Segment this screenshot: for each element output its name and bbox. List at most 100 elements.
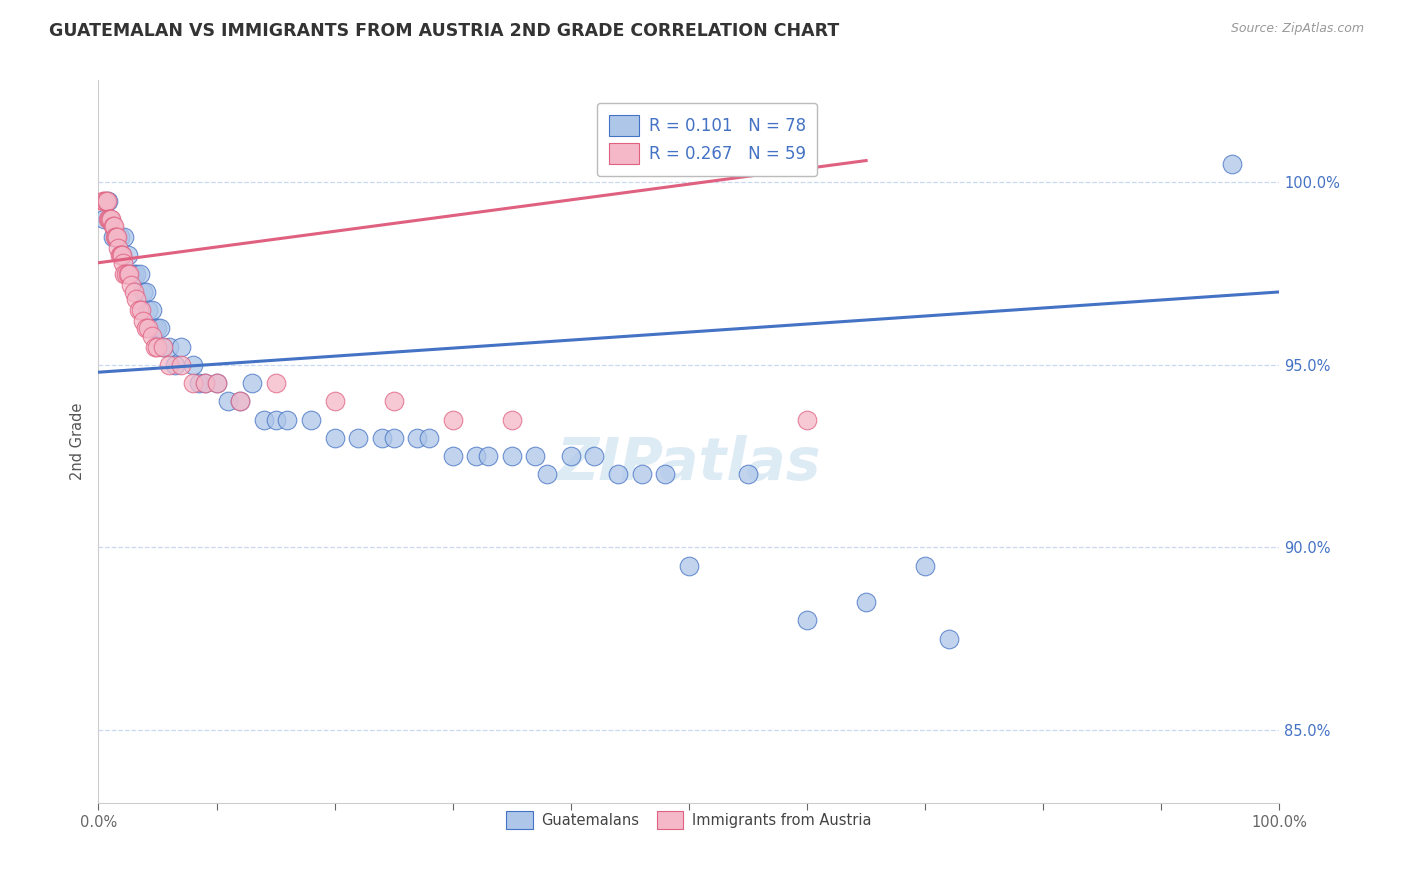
Point <box>938 632 960 646</box>
Point <box>96 194 118 208</box>
Point <box>121 267 143 281</box>
Point <box>146 340 169 354</box>
Point <box>132 314 155 328</box>
Legend: Guatemalans, Immigrants from Austria: Guatemalans, Immigrants from Austria <box>501 805 877 835</box>
Point <box>111 248 134 262</box>
Y-axis label: 2nd Grade: 2nd Grade <box>70 403 86 480</box>
Point <box>128 303 150 318</box>
Point <box>678 558 700 573</box>
Point <box>141 328 163 343</box>
Point <box>630 467 652 482</box>
Point <box>122 267 145 281</box>
Point <box>118 267 141 281</box>
Point <box>501 412 523 426</box>
Point <box>98 211 121 226</box>
Point <box>141 303 163 318</box>
Point <box>194 376 217 391</box>
Point <box>93 211 115 226</box>
Point <box>170 340 193 354</box>
Point <box>146 321 169 335</box>
Point <box>157 358 180 372</box>
Point <box>93 194 115 208</box>
Point <box>217 394 239 409</box>
Point <box>524 449 547 463</box>
Point <box>1220 157 1243 171</box>
Point <box>107 241 129 255</box>
Point <box>170 358 193 372</box>
Point <box>323 431 346 445</box>
Point <box>181 358 204 372</box>
Point <box>323 394 346 409</box>
Point <box>98 211 121 226</box>
Point <box>108 248 131 262</box>
Point <box>418 431 440 445</box>
Point <box>129 303 152 318</box>
Point <box>654 467 676 482</box>
Point <box>143 321 166 335</box>
Point <box>737 467 759 482</box>
Point <box>111 248 134 262</box>
Text: ZIPatlas: ZIPatlas <box>557 434 821 491</box>
Point <box>125 292 148 306</box>
Point <box>135 285 157 299</box>
Point <box>536 467 558 482</box>
Point <box>406 431 429 445</box>
Point <box>560 449 582 463</box>
Point <box>101 219 124 234</box>
Point <box>136 321 159 335</box>
Point <box>97 211 120 226</box>
Point <box>264 376 287 391</box>
Text: Source: ZipAtlas.com: Source: ZipAtlas.com <box>1230 22 1364 36</box>
Point <box>181 376 204 391</box>
Point <box>94 194 117 208</box>
Point <box>117 248 139 262</box>
Point <box>187 376 209 391</box>
Point <box>264 412 287 426</box>
Point <box>205 376 228 391</box>
Point <box>382 394 405 409</box>
Point <box>240 376 263 391</box>
Point <box>152 340 174 354</box>
Point <box>135 321 157 335</box>
Point <box>477 449 499 463</box>
Point <box>583 449 606 463</box>
Point <box>125 267 148 281</box>
Point <box>103 219 125 234</box>
Point <box>149 321 172 335</box>
Point <box>441 412 464 426</box>
Point <box>122 285 145 299</box>
Point <box>299 412 322 426</box>
Point <box>165 358 187 372</box>
Point <box>128 267 150 281</box>
Point <box>276 412 298 426</box>
Point <box>112 230 135 244</box>
Point <box>855 595 877 609</box>
Point <box>152 340 174 354</box>
Point <box>132 285 155 299</box>
Point <box>347 431 370 445</box>
Point <box>382 431 405 445</box>
Point <box>117 267 139 281</box>
Point <box>205 376 228 391</box>
Point <box>157 340 180 354</box>
Point <box>112 267 135 281</box>
Point <box>91 194 114 208</box>
Point <box>143 340 166 354</box>
Point <box>796 412 818 426</box>
Point <box>607 467 630 482</box>
Point <box>104 230 127 244</box>
Point <box>441 449 464 463</box>
Point <box>796 613 818 627</box>
Point <box>98 211 121 226</box>
Point <box>229 394 252 409</box>
Point <box>110 248 132 262</box>
Point <box>108 230 131 244</box>
Point <box>100 211 122 226</box>
Text: GUATEMALAN VS IMMIGRANTS FROM AUSTRIA 2ND GRADE CORRELATION CHART: GUATEMALAN VS IMMIGRANTS FROM AUSTRIA 2N… <box>49 22 839 40</box>
Point <box>371 431 394 445</box>
Point <box>194 376 217 391</box>
Point <box>112 256 135 270</box>
Point <box>105 230 128 244</box>
Point <box>114 267 136 281</box>
Point <box>465 449 488 463</box>
